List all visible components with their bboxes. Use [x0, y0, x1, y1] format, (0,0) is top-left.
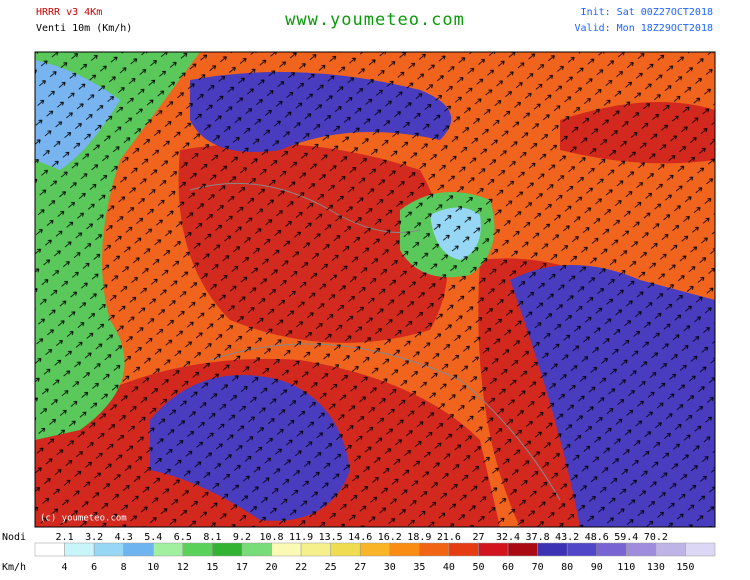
legend-swatch — [330, 542, 361, 557]
legend-swatch — [212, 542, 243, 557]
kmh-label: 90 — [591, 562, 603, 573]
kmh-label: 10 — [147, 562, 159, 573]
legend-swatch — [655, 542, 686, 557]
kmh-label: 27 — [354, 562, 366, 573]
legend-swatch — [389, 542, 420, 557]
kmh-label: 12 — [177, 562, 189, 573]
legend-swatch — [448, 542, 479, 557]
kmh-label: 60 — [502, 562, 514, 573]
kmh-label: 110 — [617, 562, 635, 573]
kmh-label: 150 — [676, 562, 694, 573]
knots-label: 21.6 — [437, 532, 461, 543]
knots-label: 27 — [472, 532, 484, 543]
legend-swatch — [507, 542, 538, 557]
map: (c) youmeteo.com — [34, 51, 716, 528]
knots-label: 9.2 — [233, 532, 251, 543]
legend-swatch — [153, 542, 184, 557]
kmh-label: 30 — [384, 562, 396, 573]
valid-label: Valid: Mon 18Z29OCT2018 — [575, 23, 713, 34]
legend-swatch — [34, 542, 65, 557]
legend-swatch — [626, 542, 657, 557]
legend-swatch — [478, 542, 509, 557]
knots-unit: Nodi — [2, 532, 26, 543]
knots-label: 16.2 — [378, 532, 402, 543]
legend-swatch — [271, 542, 302, 557]
legend-swatch — [241, 542, 272, 557]
kmh-label: 25 — [325, 562, 337, 573]
knots-label: 11.9 — [289, 532, 313, 543]
legend-swatch — [419, 542, 450, 557]
kmh-label: 8 — [121, 562, 127, 573]
knots-label: 48.6 — [585, 532, 609, 543]
knots-label: 59.4 — [614, 532, 638, 543]
kmh-label: 20 — [265, 562, 277, 573]
kmh-label: 4 — [62, 562, 68, 573]
knots-label: 13.5 — [319, 532, 343, 543]
site-label: www.youmeteo.com — [285, 10, 465, 30]
legend-swatch — [537, 542, 568, 557]
wind-arrows — [35, 52, 715, 527]
knots-label: 3.2 — [85, 532, 103, 543]
knots-label: 6.5 — [174, 532, 192, 543]
legend: Nodi Km/h 2.1 3.2 4.3 5.4 6.5 8.1 9.2 10.8 11.9 1… — [2, 532, 716, 573]
knots-label: 37.8 — [526, 532, 550, 543]
legend-swatch — [685, 542, 716, 557]
field-label: Venti 10m (Km/h) — [36, 23, 132, 34]
model-label: HRRR v3 4Km — [36, 7, 102, 18]
knots-label: 14.6 — [348, 532, 372, 543]
knots-label: 5.4 — [144, 532, 162, 543]
knots-label: 2.1 — [56, 532, 74, 543]
init-label: Init: Sat 00Z27OCT2018 — [581, 7, 713, 18]
kmh-label: 15 — [206, 562, 218, 573]
knots-label: 70.2 — [644, 532, 668, 543]
legend-swatch — [300, 542, 331, 557]
knots-label: 10.8 — [259, 532, 283, 543]
kmh-label: 80 — [561, 562, 573, 573]
legend-swatch — [596, 542, 627, 557]
kmh-label: 6 — [91, 562, 97, 573]
legend-swatch — [182, 542, 213, 557]
knots-label: 32.4 — [496, 532, 520, 543]
legend-swatch — [359, 542, 391, 557]
kmh-label: 50 — [472, 562, 484, 573]
legend-swatch — [93, 542, 124, 557]
kmh-label: 22 — [295, 562, 307, 573]
knots-label: 8.1 — [203, 532, 221, 543]
legend-swatch — [64, 542, 95, 557]
knots-label: 18.9 — [407, 532, 431, 543]
knots-label: 43.2 — [555, 532, 579, 543]
kmh-unit: Km/h — [2, 562, 26, 573]
kmh-label: 130 — [647, 562, 665, 573]
knots-label: 4.3 — [115, 532, 133, 543]
kmh-label: 70 — [532, 562, 544, 573]
kmh-label: 35 — [413, 562, 425, 573]
kmh-label: 17 — [236, 562, 248, 573]
kmh-label: 40 — [443, 562, 455, 573]
map-credit: (c) youmeteo.com — [40, 514, 127, 524]
legend-swatch — [566, 542, 597, 557]
legend-swatch — [123, 542, 154, 557]
map-frame — [34, 51, 716, 528]
